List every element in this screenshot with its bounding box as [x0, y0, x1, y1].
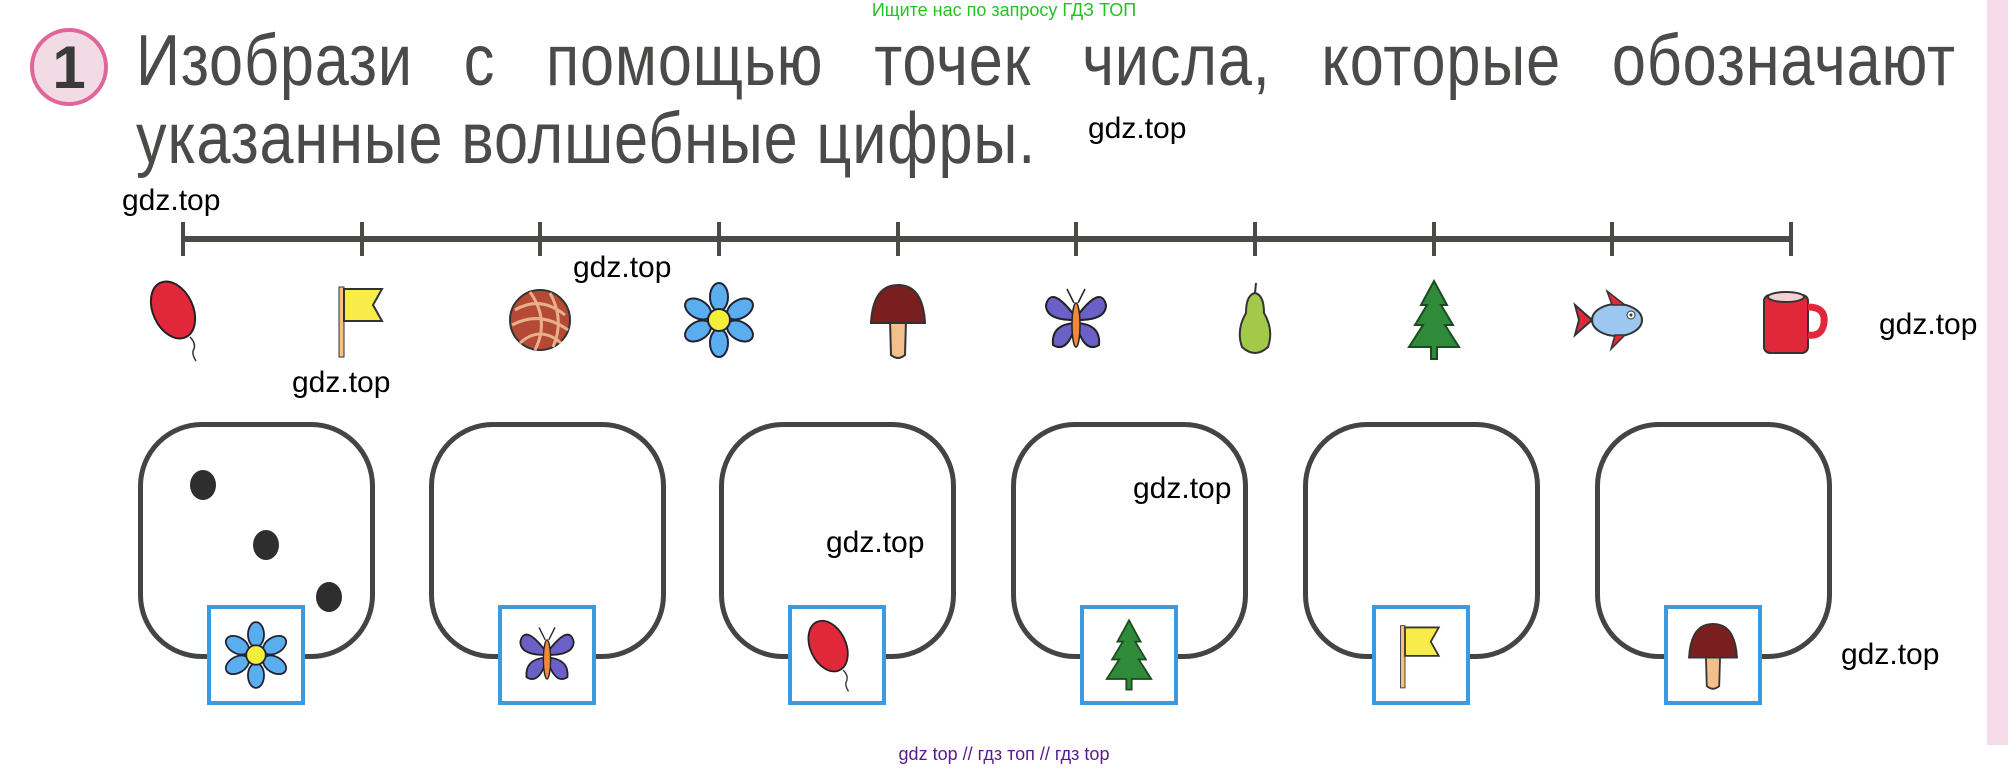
title-word: помощью	[546, 21, 824, 101]
title-word: Изобрази	[136, 21, 413, 101]
title-word: которые	[1321, 21, 1561, 101]
butterfly-icon	[507, 615, 587, 695]
number-line-tick	[895, 222, 900, 256]
flag-icon	[1381, 615, 1461, 695]
number-line-tick	[1610, 222, 1615, 256]
yarn-ball-icon	[495, 275, 585, 365]
fir-tree-icon	[1089, 615, 1169, 695]
answer-box-symbol	[1664, 605, 1762, 705]
task-title: Изобрази с помощью точек числа, которые …	[136, 22, 1956, 178]
answer-box-symbol	[498, 605, 596, 705]
answer-box-symbol	[1372, 605, 1470, 705]
butterfly-icon	[1031, 275, 1121, 365]
fir-tree-icon	[1389, 275, 1479, 365]
task-number-badge: 1	[30, 28, 108, 106]
watermark: gdz.top	[122, 184, 221, 217]
number-line-tick	[181, 222, 185, 256]
watermark: gdz.top	[1088, 112, 1187, 145]
number-line-tick	[1253, 222, 1257, 256]
balloon-icon	[138, 275, 228, 365]
dot	[316, 582, 342, 612]
answer-box-symbol	[1080, 605, 1178, 705]
number-line-tick	[717, 222, 721, 256]
pear-icon	[1210, 275, 1300, 365]
watermark-bottom: gdz top // гдз топ // гдз top	[898, 744, 1110, 764]
flower-icon	[674, 275, 764, 365]
number-line-tick	[359, 222, 364, 256]
title-word: с	[463, 21, 496, 101]
watermark-top: Ищите нас по запросу ГДЗ ТОП	[871, 0, 1137, 20]
number-line-tick	[538, 222, 543, 256]
title-word: обозначают	[1611, 21, 1956, 101]
watermark: gdz.top	[1879, 308, 1978, 341]
page-edge-strip	[1987, 0, 2008, 745]
answer-box-symbol	[788, 605, 886, 705]
watermark: gdz.top	[826, 526, 925, 559]
mushroom-icon	[853, 275, 943, 365]
mushroom-icon	[1673, 615, 1753, 695]
dot	[253, 530, 279, 560]
mug-icon	[1746, 275, 1836, 365]
number-line-tick	[1789, 222, 1793, 256]
title-line-1: Изобрази с помощью точек числа, которые …	[136, 22, 1956, 100]
number-line	[183, 236, 1791, 242]
title-word: числа,	[1082, 21, 1271, 101]
number-line-tick	[1074, 222, 1079, 256]
title-word: точек	[874, 21, 1032, 101]
watermark: gdz.top	[573, 251, 672, 284]
watermark: gdz.top	[1133, 472, 1232, 505]
watermark: gdz.top	[1841, 638, 1940, 671]
watermark: gdz.top	[292, 366, 391, 399]
number-line-tick	[1431, 222, 1436, 256]
flower-icon	[216, 615, 296, 695]
dot	[190, 470, 216, 500]
title-line-2: указанные волшебные цифры.	[136, 99, 1037, 179]
flag-icon	[317, 275, 407, 365]
balloon-icon	[797, 615, 877, 695]
fish-icon	[1567, 275, 1657, 365]
answer-box-symbol	[207, 605, 305, 705]
